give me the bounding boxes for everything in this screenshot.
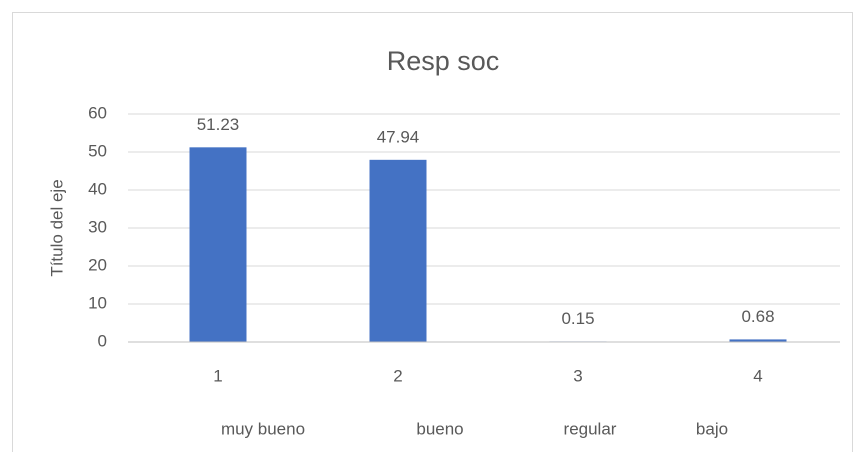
x-tick-label: 4 — [753, 366, 762, 385]
category-description: bueno — [416, 419, 463, 438]
data-label: 0.15 — [561, 309, 594, 328]
category-description: regular — [564, 419, 617, 438]
y-tick-label: 20 — [88, 255, 107, 274]
bar — [729, 339, 787, 342]
category-description: muy bueno — [221, 419, 305, 438]
y-tick-label: 40 — [88, 179, 107, 198]
bar — [189, 147, 247, 342]
data-label: 47.94 — [377, 127, 420, 146]
y-axis-title: Título del eje — [47, 179, 66, 276]
x-tick-label: 2 — [393, 366, 402, 385]
x-tick-label: 1 — [213, 366, 222, 385]
y-tick-label: 30 — [88, 217, 107, 236]
y-tick-label: 50 — [88, 141, 107, 160]
chart-title: Resp soc — [387, 46, 500, 76]
y-tick-label: 60 — [88, 103, 107, 122]
data-label: 0.68 — [741, 307, 774, 326]
x-tick-label: 3 — [573, 366, 582, 385]
bar — [369, 159, 427, 342]
y-tick-label: 0 — [98, 331, 107, 350]
category-description: bajo — [696, 419, 728, 438]
y-tick-label: 10 — [88, 293, 107, 312]
data-label: 51.23 — [197, 115, 240, 134]
chart-frame — [12, 12, 853, 452]
